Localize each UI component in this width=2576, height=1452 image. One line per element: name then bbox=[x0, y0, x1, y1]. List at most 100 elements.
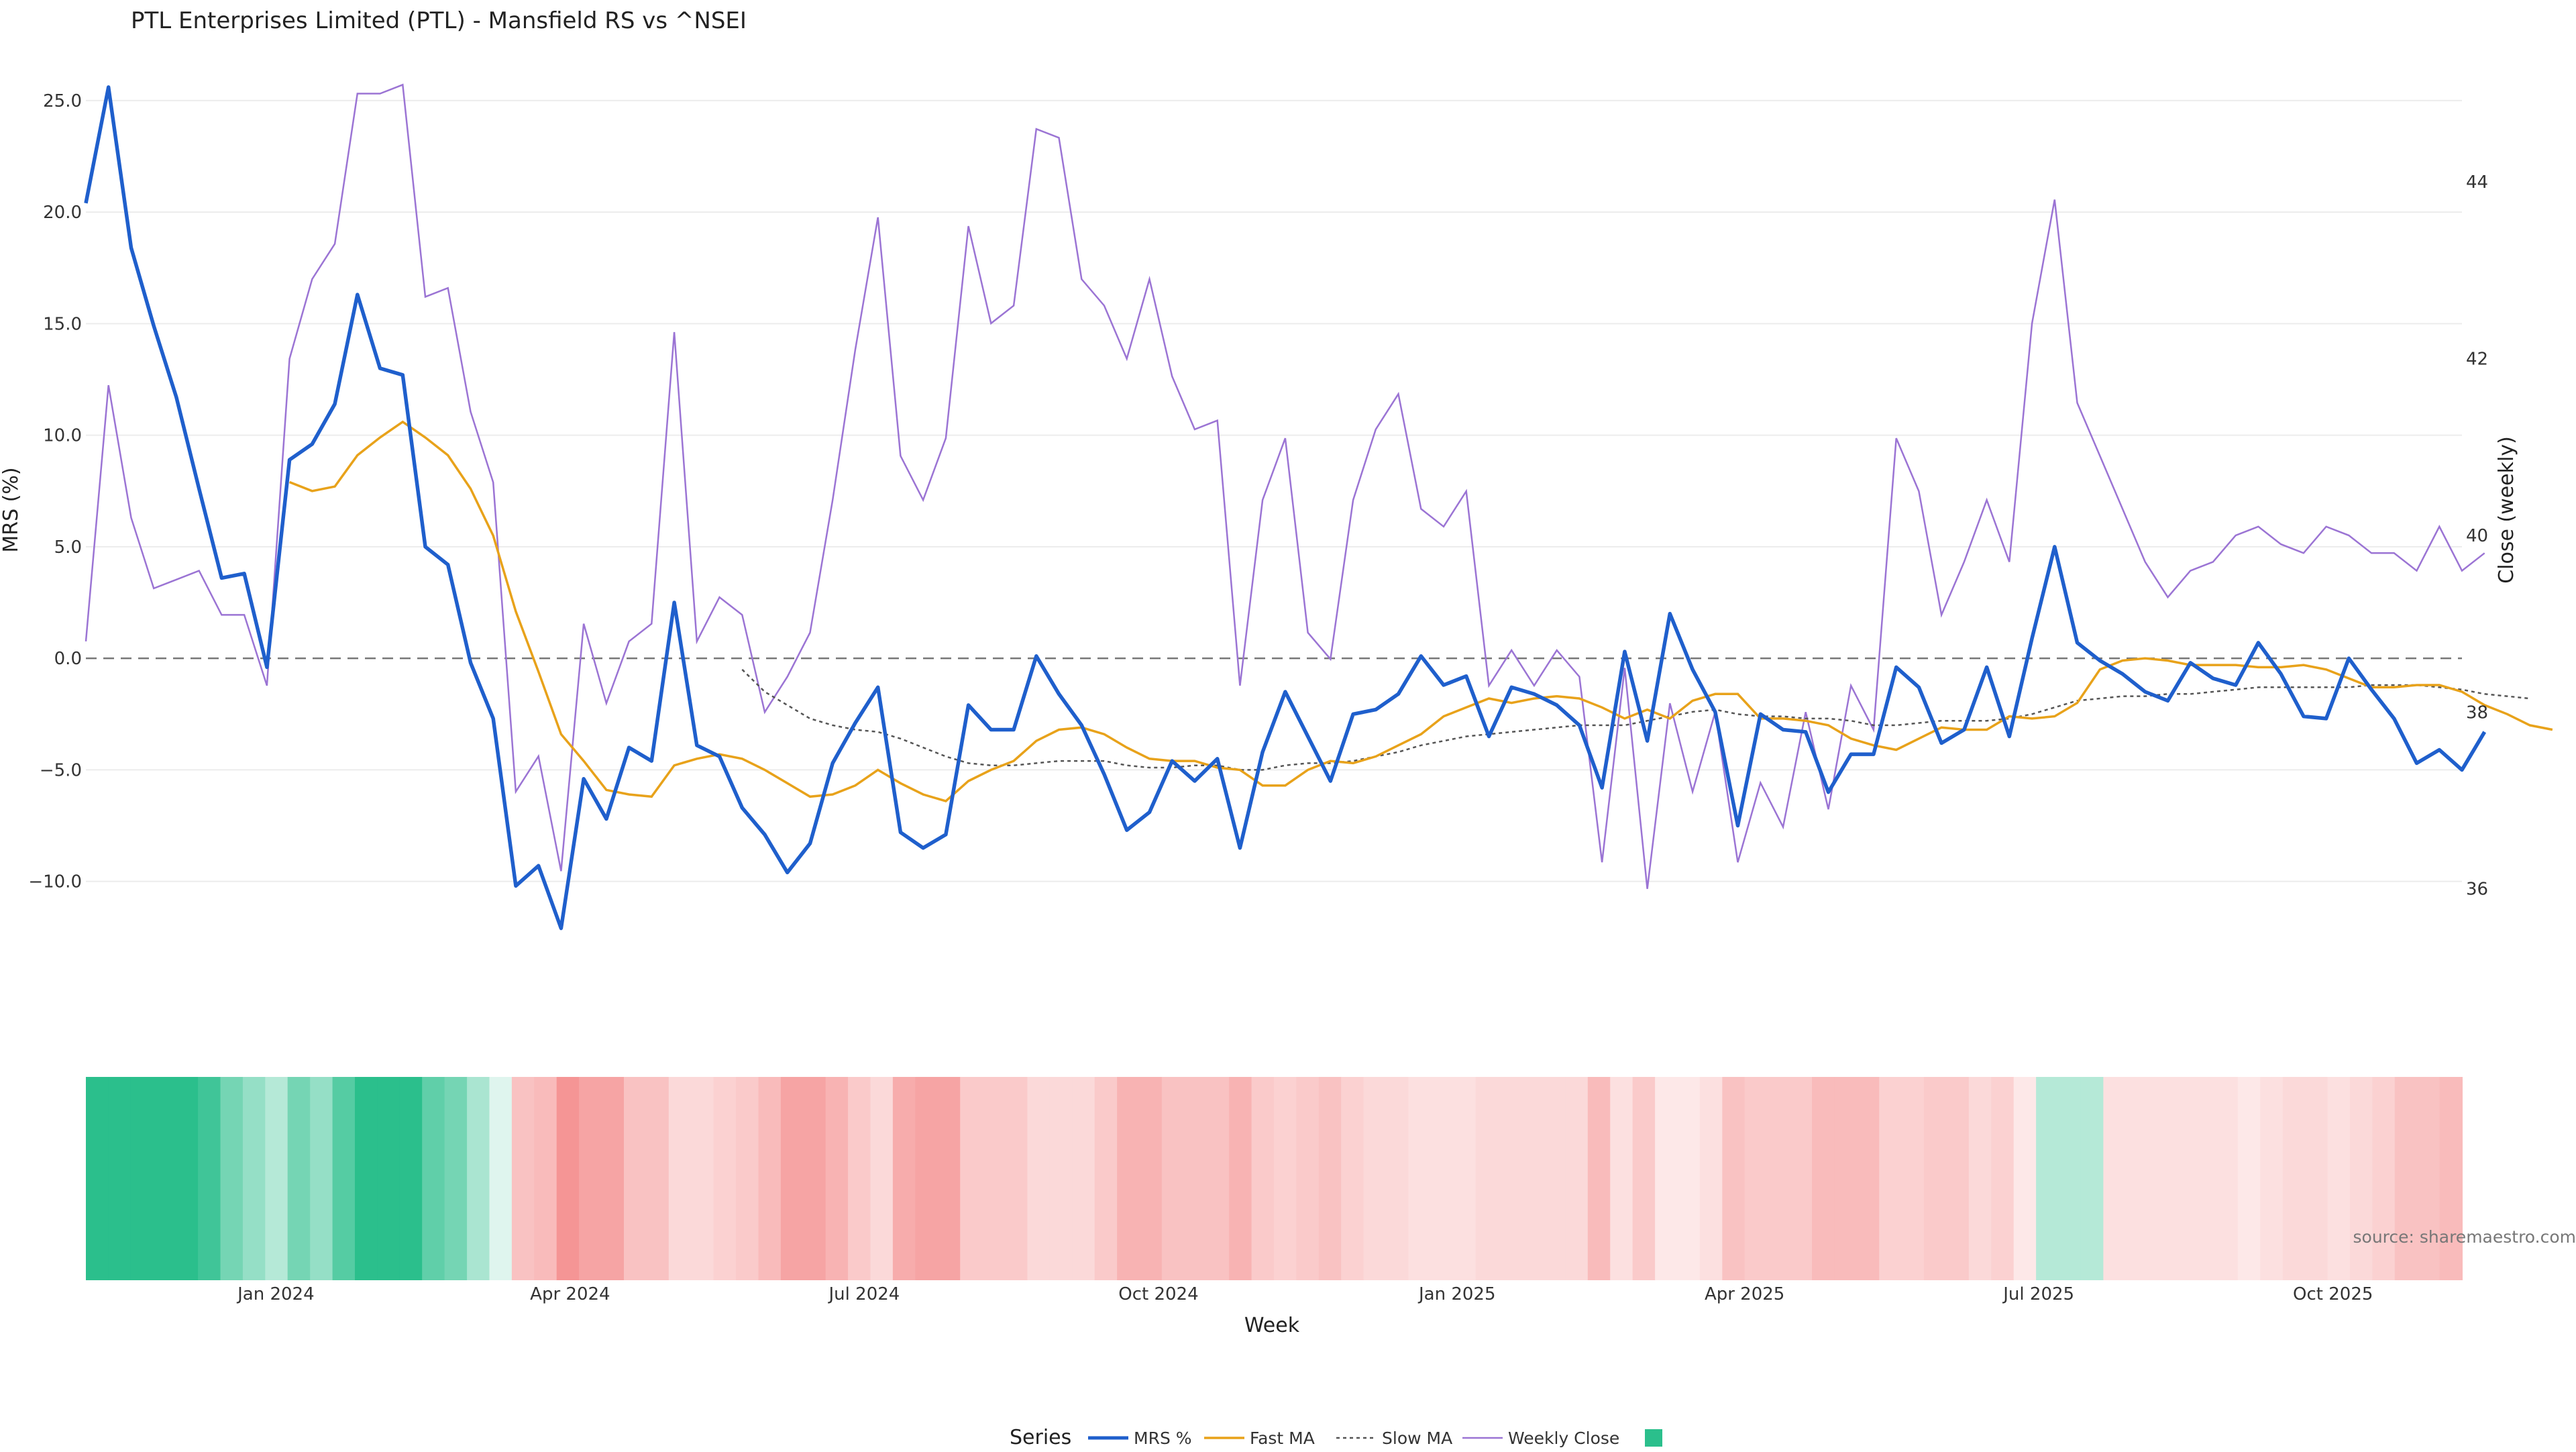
y-tick-label-left: 20.0 bbox=[43, 203, 82, 223]
y-tick-label-right: 40 bbox=[2466, 526, 2488, 546]
heat-cell bbox=[848, 1077, 871, 1280]
legend-swatch bbox=[1645, 1429, 1662, 1447]
mrs-line bbox=[86, 87, 2485, 929]
heat-cell bbox=[1521, 1077, 1544, 1280]
heat-cell bbox=[1700, 1077, 1723, 1280]
heat-cell bbox=[1924, 1077, 1947, 1280]
heat-cell bbox=[938, 1077, 961, 1280]
heat-cell bbox=[646, 1077, 669, 1280]
heat-cell bbox=[1162, 1077, 1185, 1280]
x-axis-label: Week bbox=[1244, 1314, 1300, 1337]
heat-cell bbox=[1319, 1077, 1342, 1280]
x-tick-label: Jul 2024 bbox=[828, 1284, 900, 1304]
y-tick-label-left: −10.0 bbox=[28, 872, 82, 892]
heat-cell bbox=[1409, 1077, 1432, 1280]
heat-cell bbox=[2283, 1077, 2306, 1280]
heat-cell bbox=[557, 1077, 580, 1280]
heat-cell bbox=[1678, 1077, 1701, 1280]
grid-layer bbox=[86, 101, 2462, 882]
legend-label: MRS % bbox=[1134, 1429, 1192, 1448]
heat-cell bbox=[198, 1077, 221, 1280]
x-tick-label: Apr 2025 bbox=[1705, 1284, 1784, 1304]
heat-cell bbox=[534, 1077, 557, 1280]
heat-cell bbox=[714, 1077, 737, 1280]
heat-cell bbox=[512, 1077, 535, 1280]
mrs-layer bbox=[86, 87, 2485, 929]
heat-cell bbox=[1431, 1077, 1454, 1280]
legend-title: Series bbox=[1010, 1426, 1071, 1449]
heat-cell bbox=[2305, 1077, 2328, 1280]
heat-cell bbox=[1072, 1077, 1095, 1280]
heat-cell bbox=[2215, 1077, 2238, 1280]
legend-label: Slow MA bbox=[1382, 1429, 1452, 1448]
heat-cell bbox=[736, 1077, 759, 1280]
heat-cell bbox=[1812, 1077, 1835, 1280]
heat-cell bbox=[1476, 1077, 1499, 1280]
heat-cell bbox=[1364, 1077, 1387, 1280]
heat-cell bbox=[153, 1077, 176, 1280]
slow-ma-layer bbox=[742, 670, 2530, 770]
heat-cell bbox=[1117, 1077, 1140, 1280]
heat-cell bbox=[1274, 1077, 1297, 1280]
source-label: source: sharemaestro.com bbox=[2353, 1227, 2576, 1247]
heat-cell bbox=[759, 1077, 782, 1280]
heat-cell bbox=[1610, 1077, 1633, 1280]
heat-cell bbox=[108, 1077, 131, 1280]
heat-cell bbox=[2238, 1077, 2261, 1280]
heat-cell bbox=[2372, 1077, 2395, 1280]
heat-cell bbox=[624, 1077, 647, 1280]
heat-cell bbox=[602, 1077, 625, 1280]
heat-cell bbox=[1857, 1077, 1880, 1280]
heat-cell bbox=[1633, 1077, 1656, 1280]
heat-cell bbox=[1095, 1077, 1118, 1280]
heat-cell bbox=[422, 1077, 445, 1280]
heat-cell bbox=[669, 1077, 692, 1280]
heat-cell bbox=[1745, 1077, 1768, 1280]
heat-cell bbox=[1498, 1077, 1521, 1280]
heat-cell bbox=[1252, 1077, 1275, 1280]
heat-cell bbox=[1834, 1077, 1857, 1280]
heat-cell bbox=[579, 1077, 602, 1280]
heat-cell bbox=[265, 1077, 288, 1280]
y-tick-label-right: 44 bbox=[2466, 172, 2488, 193]
heat-cell bbox=[400, 1077, 423, 1280]
heat-cell bbox=[1050, 1077, 1073, 1280]
heat-cell bbox=[377, 1077, 400, 1280]
heat-cell bbox=[86, 1077, 109, 1280]
heat-cell bbox=[1453, 1077, 1476, 1280]
heat-cell bbox=[2103, 1077, 2126, 1280]
heat-cell bbox=[2036, 1077, 2059, 1280]
heat-cell bbox=[243, 1077, 266, 1280]
slow-ma-line bbox=[742, 670, 2530, 770]
heat-cell bbox=[1655, 1077, 1678, 1280]
heat-cell bbox=[2350, 1077, 2373, 1280]
heat-cell bbox=[2171, 1077, 2194, 1280]
heat-cell bbox=[2081, 1077, 2104, 1280]
heat-cell bbox=[1991, 1077, 2014, 1280]
heat-cell bbox=[871, 1077, 894, 1280]
heat-cell bbox=[1790, 1077, 1813, 1280]
heat-cell bbox=[915, 1077, 938, 1280]
heat-cell bbox=[960, 1077, 983, 1280]
heat-cell bbox=[1588, 1077, 1611, 1280]
y-tick-label-right: 38 bbox=[2466, 703, 2488, 723]
heat-cell bbox=[983, 1077, 1006, 1280]
heat-cell bbox=[1386, 1077, 1409, 1280]
y-axis-label-left: MRS (%) bbox=[0, 467, 23, 552]
heat-cell bbox=[221, 1077, 244, 1280]
legend-label: Fast MA bbox=[1250, 1429, 1315, 1448]
heat-cell bbox=[2014, 1077, 2037, 1280]
heat-cell bbox=[2395, 1077, 2418, 1280]
heat-cell bbox=[1902, 1077, 1925, 1280]
fast-ma-layer bbox=[290, 422, 2553, 801]
y-tick-label-right: 42 bbox=[2466, 350, 2488, 370]
heat-cell bbox=[1543, 1077, 1566, 1280]
x-tick-label: Jan 2024 bbox=[236, 1284, 315, 1304]
heat-strip bbox=[86, 1077, 2463, 1280]
heat-cell bbox=[803, 1077, 826, 1280]
x-tick-label: Jan 2025 bbox=[1417, 1284, 1496, 1304]
heat-cell bbox=[2440, 1077, 2463, 1280]
heat-cell bbox=[2328, 1077, 2351, 1280]
weekly-close-layer bbox=[86, 85, 2485, 889]
